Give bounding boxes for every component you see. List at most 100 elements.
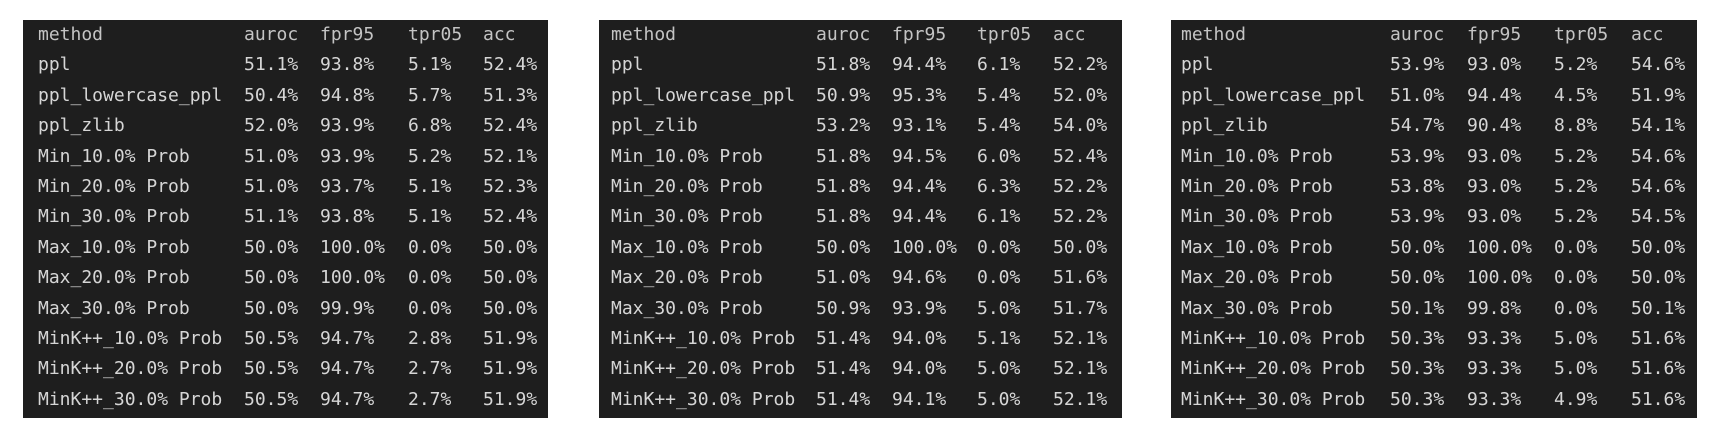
table-row: Max_10.0% Prob 50.0% 100.0% 0.0% 50.0% [1171, 233, 1697, 263]
cell-method: Min_10.0% Prob [38, 145, 190, 167]
cell-auroc: 51.0% [244, 145, 299, 167]
cell-auroc: 51.0% [244, 176, 299, 197]
cell-method: ppl_zlib [611, 115, 698, 137]
cell-acc: 51.6% [1631, 388, 1686, 410]
cell-acc: 51.6% [1053, 267, 1108, 289]
cell-auroc: 50.9% [816, 84, 871, 106]
cell-tpr05: 0.0% [408, 297, 452, 319]
cell-method: ppl_lowercase_ppl [1181, 84, 1366, 106]
table-row: Min_20.0% Prob 51.8% 94.4% 6.3% 52.2% [599, 172, 1122, 202]
cell-acc: 51.6% [1631, 328, 1686, 349]
table-row: MinK++_20.0% Prob 50.3% 93.3% 5.0% 51.6% [1171, 354, 1697, 384]
cell-fpr95: 94.0% [892, 328, 947, 349]
cell-acc: 52.2% [1053, 176, 1108, 197]
header-tpr05: tpr05 [977, 24, 1032, 45]
header-acc: acc [483, 24, 516, 45]
header-fpr95: fpr95 [892, 24, 947, 45]
cell-method: ppl_zlib [38, 115, 125, 137]
cell-method: MinK++_30.0% Prob [1181, 388, 1366, 410]
table-row: MinK++_30.0% Prob 51.4% 94.1% 5.0% 52.1% [599, 385, 1122, 415]
cell-fpr95: 94.7% [320, 388, 375, 410]
cell-method: Max_20.0% Prob [38, 267, 190, 289]
cell-fpr95: 100.0% [320, 236, 386, 258]
cell-acc: 51.6% [1631, 358, 1686, 380]
cell-acc: 50.0% [1053, 236, 1108, 258]
cell-auroc: 51.4% [816, 328, 871, 349]
cell-method: Min_30.0% Prob [38, 206, 190, 228]
cell-auroc: 50.0% [1390, 267, 1445, 289]
cell-tpr05: 6.8% [408, 115, 452, 137]
cell-tpr05: 5.2% [1554, 145, 1598, 167]
cell-tpr05: 5.1% [408, 176, 452, 197]
cell-method: Min_30.0% Prob [1181, 206, 1333, 228]
table-row: Min_30.0% Prob 51.1% 93.8% 5.1% 52.4% [23, 202, 548, 232]
cell-tpr05: 5.2% [408, 145, 452, 167]
cell-fpr95: 95.3% [892, 84, 947, 106]
cell-method: Min_10.0% Prob [1181, 145, 1333, 167]
cell-auroc: 53.9% [1390, 206, 1445, 228]
cell-auroc: 51.0% [1390, 84, 1445, 106]
cell-fpr95: 93.0% [1467, 206, 1522, 228]
cell-method: MinK++_30.0% Prob [38, 388, 223, 410]
table-row: ppl_zlib 54.7% 90.4% 8.8% 54.1% [1171, 111, 1697, 141]
table-row: ppl 51.8% 94.4% 6.1% 52.2% [599, 50, 1122, 80]
cell-acc: 54.1% [1631, 115, 1686, 137]
cell-auroc: 54.7% [1390, 115, 1445, 137]
cell-acc: 52.4% [1053, 145, 1108, 167]
table-header-row: method auroc fpr95 tpr05 acc [599, 20, 1122, 50]
cell-tpr05: 4.9% [1554, 388, 1598, 410]
table-row: Min_20.0% Prob 51.0% 93.7% 5.1% 52.3% [23, 172, 548, 202]
table-row: MinK++_10.0% Prob 51.4% 94.0% 5.1% 52.1% [599, 324, 1122, 354]
cell-acc: 51.7% [1053, 297, 1108, 319]
table-header-row: method auroc fpr95 tpr05 acc [1171, 20, 1697, 50]
cell-acc: 52.2% [1053, 54, 1108, 76]
table-row: MinK++_30.0% Prob 50.5% 94.7% 2.7% 51.9% [23, 385, 548, 415]
cell-method: MinK++_10.0% Prob [611, 328, 796, 349]
header-acc: acc [1053, 24, 1086, 45]
cell-auroc: 51.0% [816, 267, 871, 289]
cell-auroc: 53.9% [1390, 54, 1445, 76]
cell-tpr05: 5.1% [408, 206, 452, 228]
cell-auroc: 50.5% [244, 328, 299, 349]
cell-method: Max_10.0% Prob [1181, 236, 1333, 258]
cell-acc: 52.3% [483, 176, 538, 197]
cell-auroc: 50.0% [244, 267, 299, 289]
cell-method: MinK++_10.0% Prob [38, 328, 223, 349]
cell-auroc: 51.1% [244, 54, 299, 76]
cell-fpr95: 100.0% [892, 236, 958, 258]
table-row: Max_30.0% Prob 50.9% 93.9% 5.0% 51.7% [599, 294, 1122, 324]
cell-tpr05: 0.0% [408, 267, 452, 289]
cell-method: ppl [1181, 54, 1214, 76]
table-row: MinK++_30.0% Prob 50.3% 93.3% 4.9% 51.6% [1171, 385, 1697, 415]
cell-tpr05: 5.1% [408, 54, 452, 76]
cell-auroc: 50.4% [244, 84, 299, 106]
cell-fpr95: 93.0% [1467, 145, 1522, 167]
cell-fpr95: 94.7% [320, 328, 375, 349]
cell-auroc: 50.3% [1390, 328, 1445, 349]
cell-method: ppl_zlib [1181, 115, 1268, 137]
cell-acc: 51.3% [483, 84, 538, 106]
header-acc: acc [1631, 24, 1664, 45]
cell-tpr05: 4.5% [1554, 84, 1598, 106]
table-row: ppl 51.1% 93.8% 5.1% 52.4% [23, 50, 548, 80]
cell-acc: 52.0% [1053, 84, 1108, 106]
cell-method: Max_30.0% Prob [38, 297, 190, 319]
cell-method: Max_20.0% Prob [1181, 267, 1333, 289]
cell-tpr05: 5.2% [1554, 54, 1598, 76]
cell-tpr05: 8.8% [1554, 115, 1598, 137]
cell-fpr95: 93.8% [320, 54, 375, 76]
cell-method: MinK++_20.0% Prob [611, 358, 796, 380]
cell-method: Min_20.0% Prob [1181, 176, 1333, 197]
cell-auroc: 51.4% [816, 358, 871, 380]
cell-fpr95: 93.3% [1467, 328, 1522, 349]
cell-fpr95: 94.7% [320, 358, 375, 380]
cell-fpr95: 94.5% [892, 145, 947, 167]
cell-fpr95: 93.3% [1467, 388, 1522, 410]
cell-tpr05: 5.0% [977, 388, 1021, 410]
cell-auroc: 51.8% [816, 206, 871, 228]
cell-tpr05: 6.0% [977, 145, 1021, 167]
cell-method: Min_10.0% Prob [611, 145, 763, 167]
cell-acc: 54.6% [1631, 176, 1686, 197]
cell-fpr95: 93.9% [320, 145, 375, 167]
cell-acc: 51.9% [1631, 84, 1686, 106]
